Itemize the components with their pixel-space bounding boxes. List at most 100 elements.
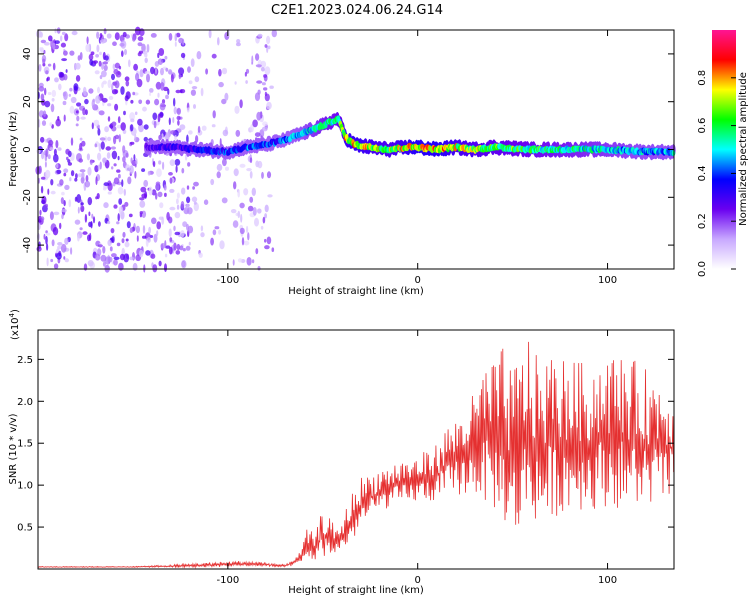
spectrogram-cell	[99, 39, 106, 44]
spectrogram-cell	[52, 42, 56, 50]
spectrogram-cell	[250, 124, 254, 133]
spectrogram-cell	[156, 221, 161, 230]
spectrogram-cell	[116, 242, 121, 247]
spectrogram-cell	[113, 259, 118, 266]
spectrogram-cell	[56, 163, 59, 169]
spectrogram-cell	[139, 28, 145, 37]
spectrogram-cell	[180, 230, 185, 238]
spectrogram-cell	[82, 231, 88, 235]
spectrogram-cell	[193, 201, 197, 205]
spectrogram-y-ticks: -40 -20 0 20 40	[22, 48, 674, 253]
spectrogram-cell	[89, 159, 93, 166]
spectrogram-cell	[54, 40, 60, 44]
spectrogram-cell	[165, 94, 169, 100]
spectrogram-cell	[254, 217, 259, 227]
spectrogram-cell	[185, 245, 191, 251]
spectrogram-cell	[169, 206, 176, 211]
spectrogram-cell	[102, 61, 108, 65]
spectrogram-cell	[118, 65, 122, 70]
spectrogram-cell	[245, 80, 248, 84]
y-tick-label: 0.5	[17, 523, 33, 534]
spectrogram-cell	[210, 237, 215, 246]
spectrogram-cell	[175, 165, 178, 173]
x-tick-label: -100	[216, 275, 239, 286]
spectrogram-cell	[110, 228, 115, 234]
spectrogram-cell	[235, 42, 241, 47]
spectrogram-cell	[214, 226, 220, 230]
spectrogram-cell	[71, 30, 78, 36]
spectrogram-cell	[85, 175, 89, 182]
spectrogram-cell	[146, 43, 150, 53]
spectrogram-cell	[125, 164, 131, 172]
colorbar-ticks: 0.0 0.2 0.4 0.6 0.8	[697, 70, 736, 277]
spectrogram-cell	[64, 33, 69, 42]
x-tick-label: -100	[216, 575, 239, 586]
spectrogram-cell	[44, 42, 50, 46]
spectrogram-cell	[158, 260, 162, 267]
spectrogram-cell	[224, 92, 229, 101]
spectrogram-cell	[39, 47, 42, 52]
spectrogram-y-axis-label: Frequency (Hz)	[8, 111, 19, 187]
spectrogram-cell	[246, 257, 252, 266]
spectrogram-cell	[47, 188, 50, 195]
y-tick-label: 2.5	[17, 355, 33, 366]
spectrogram-cell	[75, 62, 81, 70]
spectrogram-cell	[50, 103, 55, 113]
spectrogram-cell	[122, 231, 126, 238]
spectrogram-cell	[233, 168, 239, 177]
spectrogram-cell	[132, 91, 136, 96]
spectrogram-cell	[40, 136, 45, 143]
spectrogram-cell	[79, 137, 83, 141]
spectrogram-cell	[173, 106, 177, 115]
spectrogram-cell	[116, 221, 120, 225]
spectrogram-cell	[118, 198, 123, 205]
spectrogram-cell	[177, 119, 180, 126]
spectrogram-cell	[97, 164, 100, 171]
spectrogram-cell	[86, 36, 89, 45]
spectrogram-cell	[191, 86, 198, 90]
spectrogram-cell	[165, 245, 171, 249]
spectrogram-cell	[241, 237, 245, 246]
spectrogram-cell	[138, 50, 143, 54]
spectrogram-cell	[83, 263, 88, 271]
spectrogram-cell	[124, 49, 127, 56]
spectrogram-cell	[158, 134, 162, 141]
spectrogram-cell	[200, 232, 205, 238]
spectrogram-cell	[174, 231, 181, 236]
spectrogram-cell	[118, 206, 124, 215]
spectrogram-cell	[237, 190, 240, 198]
spectrogram-cell	[261, 126, 268, 132]
spectrogram-cell	[251, 187, 256, 196]
spectrogram-cell	[63, 256, 66, 260]
spectrogram-cell	[102, 246, 106, 254]
spectrogram-cell	[120, 86, 125, 95]
spectrogram-cell	[106, 33, 112, 39]
spectrogram-cell	[158, 216, 164, 220]
snr-line	[37, 341, 674, 569]
spectrogram-cell	[84, 180, 91, 188]
spectrogram-cell	[54, 28, 57, 34]
spectrogram-cell	[129, 227, 134, 234]
spectrogram-cell	[235, 129, 241, 137]
spectrogram-cell	[47, 91, 52, 96]
spectrogram-cell	[76, 102, 82, 107]
spectrogram-cell	[188, 130, 193, 135]
spectrogram-cell	[129, 112, 136, 121]
spectrogram-cell	[49, 122, 53, 127]
spectrogram-cell	[234, 81, 237, 85]
spectrogram-cell	[88, 211, 91, 217]
spectrogram-cell	[40, 216, 45, 222]
spectrogram-cell	[125, 238, 129, 242]
spectrogram-cell	[52, 227, 59, 236]
spectrogram-cell	[150, 33, 157, 38]
spectrogram-cell	[103, 64, 108, 71]
spectrogram-cell	[87, 197, 93, 206]
spectrogram-cell	[136, 235, 139, 242]
spectrogram-cell	[263, 87, 268, 91]
spectrogram-cell	[239, 202, 245, 209]
x-tick-label: 100	[598, 575, 617, 586]
spectrogram-cell	[109, 246, 113, 252]
spectrogram-cell	[77, 206, 80, 214]
spectrogram-cell	[64, 258, 70, 263]
spectrogram-cell	[104, 136, 108, 143]
